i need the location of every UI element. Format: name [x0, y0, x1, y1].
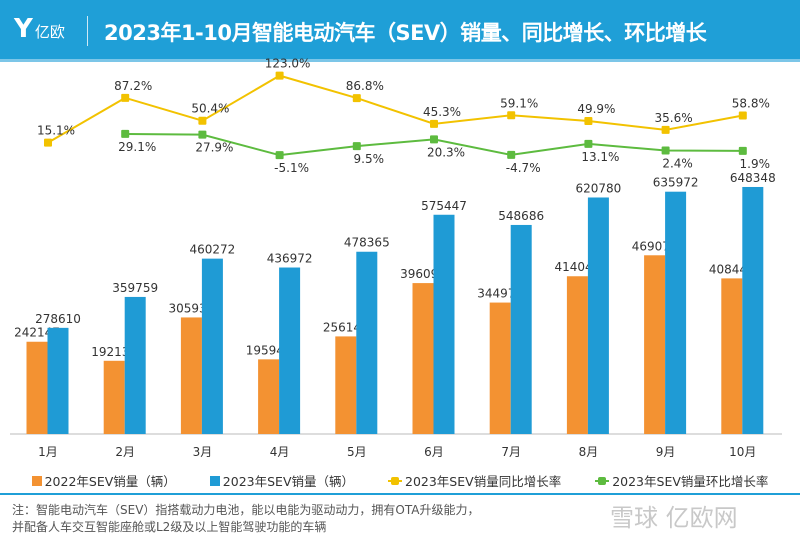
- bar-2023: [433, 214, 455, 434]
- line-data-label: 87.2%: [114, 79, 152, 93]
- line-point: [584, 139, 593, 148]
- x-tick-label: 3月: [193, 445, 213, 459]
- bar-2023: [279, 267, 301, 434]
- bar-data-label: 635972: [653, 176, 699, 190]
- line-point: [44, 138, 52, 147]
- x-tick-label: 7月: [501, 445, 521, 459]
- line-point: [198, 130, 207, 139]
- bar-2022: [258, 359, 280, 434]
- bar-data-label: 436972: [267, 252, 313, 266]
- bar-2022: [644, 255, 666, 434]
- bar-2023: [510, 224, 532, 434]
- line-point: [352, 94, 361, 103]
- bar-2022: [103, 360, 125, 434]
- legend-2023: 2023年SEV销量（辆）: [209, 471, 354, 490]
- footer-rule: [0, 493, 800, 495]
- line-point: [507, 150, 516, 159]
- bar-data-label: 648348: [730, 171, 776, 185]
- x-tick-label: 2月: [115, 445, 135, 459]
- legend-yoy: 2023年SEV销量同比增长率: [388, 471, 561, 490]
- line-data-label: 58.8%: [732, 96, 770, 110]
- line-yoy: [47, 74, 743, 144]
- line-data-label: 1.9%: [740, 157, 771, 171]
- bar-2023: [356, 251, 378, 434]
- bar-2022: [721, 278, 743, 434]
- bar-2022: [335, 336, 357, 434]
- x-tick-label: 6月: [424, 445, 444, 459]
- line-data-label: -5.1%: [274, 161, 309, 175]
- bar-2023: [587, 197, 609, 434]
- bar-2022: [489, 302, 511, 434]
- bar-2023: [201, 258, 223, 434]
- watermark: 雪球 亿欧网: [610, 504, 738, 532]
- bar-2023: [124, 296, 146, 434]
- footnote: 注：智能电动汽车（SEV）指搭载动力电池，能以电能为驱动动力，拥有OTA升级能力…: [12, 503, 480, 534]
- chart: 1月 2月 3月 4月 5月 6月 7月 8月 9月 10月2421471921323059381…: [10, 57, 782, 459]
- bar-data-label: 548686: [498, 209, 544, 223]
- bar-data-label: 359759: [112, 281, 158, 295]
- line-point: [121, 129, 130, 138]
- line-data-label: 49.9%: [577, 102, 615, 116]
- line-data-label: 59.1%: [500, 96, 538, 110]
- legend-2022: 2022年SEV销量（辆）: [31, 471, 176, 490]
- line-data-label: 20.3%: [427, 145, 465, 159]
- legend: 2022年SEV销量（辆） 2023年SEV销量（辆） 2023年SEV销量同比…: [0, 471, 800, 490]
- line-data-label: 35.6%: [655, 111, 693, 125]
- logo: Y 亿欧: [14, 14, 65, 44]
- line-point: [275, 71, 284, 80]
- bar-data-label: 460272: [189, 243, 235, 257]
- line-data-label: 29.1%: [118, 140, 156, 154]
- line-point: [661, 146, 670, 155]
- line-data-label: 50.4%: [191, 102, 229, 116]
- x-tick-label: 4月: [270, 445, 290, 459]
- line-point: [121, 93, 130, 102]
- line-point: [661, 125, 670, 134]
- line-point: [430, 119, 438, 128]
- bar-data-label: 575447: [421, 199, 467, 213]
- line-data-label: 2.4%: [662, 157, 693, 171]
- line-data-label: 13.1%: [581, 150, 619, 164]
- bar-2023: [742, 186, 764, 434]
- line-point: [275, 151, 284, 160]
- legend-mom: 2023年SEV销量环比增长率: [595, 471, 768, 490]
- line-point: [352, 142, 361, 151]
- chart-title: 2023年1-10月智能电动汽车（SEV）销量、同比增长、环比增长: [104, 21, 707, 45]
- bar-2022: [566, 276, 588, 434]
- line-point: [738, 111, 747, 120]
- x-tick-label: 9月: [656, 445, 676, 459]
- bar-data-label: 478365: [344, 236, 390, 250]
- line-data-label: 45.3%: [423, 105, 461, 119]
- bar-2022: [412, 283, 434, 434]
- line-data-label: 86.8%: [346, 79, 384, 93]
- x-tick-label: 5月: [347, 445, 367, 459]
- x-tick-label: 8月: [579, 445, 599, 459]
- line-point: [738, 146, 747, 155]
- bar-data-label: 620780: [575, 181, 621, 195]
- x-tick-label: 1月: [38, 445, 58, 459]
- line-data-label: -4.7%: [506, 161, 541, 175]
- line-point: [198, 116, 207, 125]
- line-data-label: 27.9%: [195, 141, 233, 155]
- bar-2022: [180, 317, 202, 434]
- line-data-label: 15.1%: [37, 124, 75, 138]
- line-point: [584, 117, 593, 126]
- header-divider: [87, 16, 88, 46]
- bar-2023: [47, 327, 69, 434]
- line-data-label: 9.5%: [354, 152, 385, 166]
- x-tick-label: 10月: [729, 445, 756, 459]
- line-data-label: 123.0%: [265, 57, 311, 71]
- bar-2022: [26, 341, 48, 434]
- header: Y 亿欧 2023年1-10月智能电动汽车（SEV）销量、同比增长、环比增长: [0, 0, 800, 62]
- bar-2023: [665, 191, 687, 434]
- line-point: [507, 111, 516, 120]
- line-point: [430, 135, 438, 144]
- bar-data-label: 278610: [35, 312, 81, 326]
